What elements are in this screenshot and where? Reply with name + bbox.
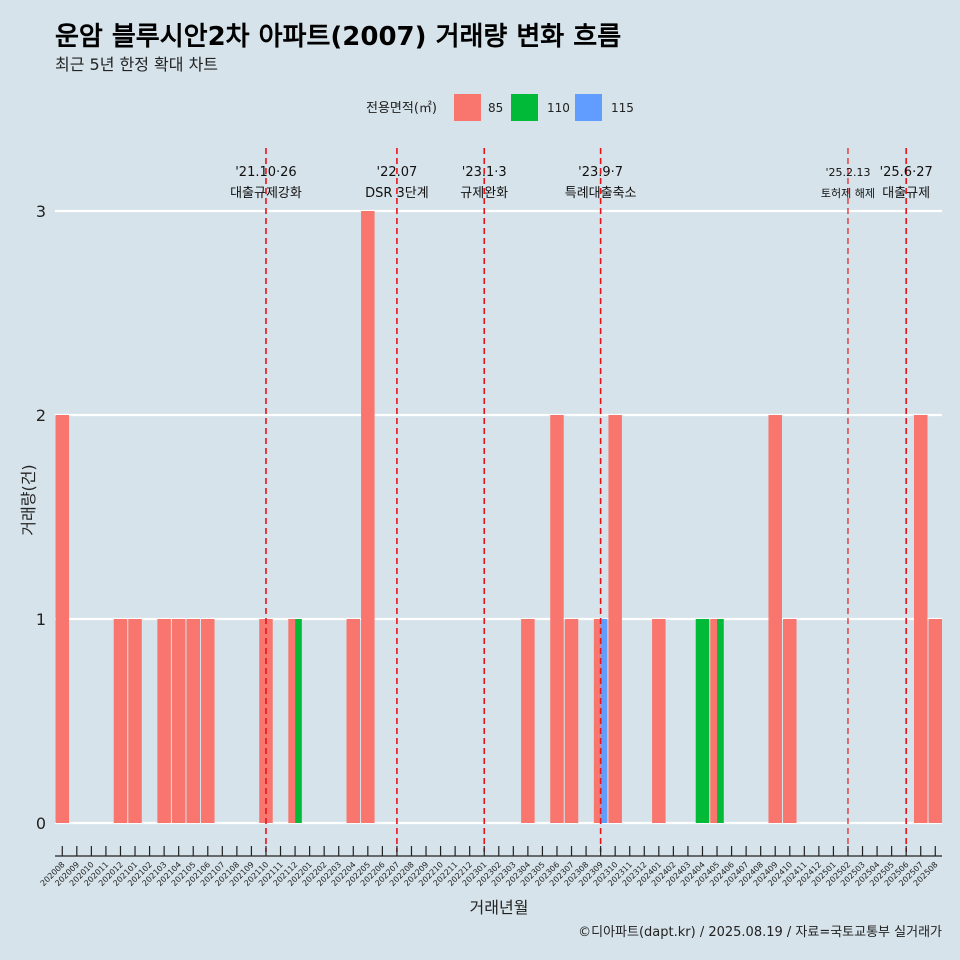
bar-85-202508 — [928, 619, 943, 823]
bar-85-202112 — [288, 619, 296, 823]
event-desc-label: 대출규제강화 — [230, 186, 302, 201]
bar-85-202101 — [128, 619, 142, 823]
bar-85-202507 — [913, 415, 928, 823]
x-axis: 2020082020092020102020112020122021012021… — [39, 846, 942, 888]
bar-85-202307 — [564, 619, 579, 823]
bar-85-202310 — [608, 415, 622, 823]
legend-title: 전용면적(㎡) — [366, 101, 437, 116]
event-desc-label: 대출규제 — [882, 186, 930, 201]
legend-label-110: 110 — [547, 101, 570, 115]
chart-title: 운암 블루시안2차 아파트(2007) 거래량 변화 흐름 — [55, 22, 621, 52]
event-date-label: '22.07 — [377, 165, 418, 180]
bar-85-202104 — [171, 619, 186, 823]
bar-85-202012 — [113, 619, 128, 823]
bar-85-202410 — [783, 619, 797, 823]
bar-85-202309 — [593, 619, 601, 823]
bar-85-202405 — [710, 619, 718, 823]
bar-110-202405 — [717, 619, 724, 823]
bar-115-202309 — [600, 619, 608, 823]
bar-85-202008 — [55, 415, 70, 823]
bar-110-202112 — [295, 619, 302, 823]
event-desc-label: 특례대출축소 — [565, 186, 637, 201]
bar-110-202404 — [695, 619, 710, 823]
event-desc-label: DSR 3단계 — [365, 186, 429, 201]
event-date-label: '23.1·3 — [462, 165, 507, 180]
event-date-label: '25.6·27 — [880, 165, 933, 180]
bars — [55, 211, 943, 823]
event-date-label: '23.9·7 — [578, 165, 623, 180]
y-axis-title: 거래량(건) — [19, 464, 38, 535]
bar-85-202204 — [346, 619, 361, 823]
event-date-label: '21.10·26 — [235, 165, 296, 180]
event-desc-label: 규제완화 — [460, 186, 508, 201]
legend-label-115: 115 — [611, 101, 634, 115]
legend: 전용면적(㎡) 85 110 115 — [366, 94, 634, 121]
bar-85-202105 — [186, 619, 200, 823]
bar-85-202103 — [157, 619, 171, 823]
event-date-label: '25.2.13 — [825, 166, 870, 179]
y-tick-label: 2 — [36, 406, 46, 425]
x-axis-title: 거래년월 — [470, 898, 529, 917]
chart-subtitle: 최근 5년 한정 확대 차트 — [55, 55, 218, 74]
legend-swatch-85 — [454, 94, 481, 121]
legend-swatch-110 — [511, 94, 538, 121]
chart-caption: ©디아파트(dapt.kr) / 2025.08.19 / 자료=국토교통부 실… — [578, 925, 942, 940]
y-tick-label: 1 — [36, 610, 46, 629]
bar-85-202106 — [201, 619, 215, 823]
y-tick-label: 0 — [36, 814, 46, 833]
y-axis: 0 1 2 3 — [36, 202, 46, 833]
bar-85-202304 — [521, 619, 535, 823]
event-desc-label: 토허제 해제 — [821, 186, 875, 200]
legend-label-85: 85 — [488, 101, 503, 115]
bar-85-202306 — [550, 415, 564, 823]
event-annotations: '21.10·26 대출규제강화 '22.07 DSR 3단계 '23.1·3 규제완화 '… — [230, 148, 933, 852]
legend-swatch-115 — [575, 94, 602, 121]
bar-85-202409 — [768, 415, 782, 823]
y-tick-label: 3 — [36, 202, 46, 221]
bar-85-202401 — [652, 619, 666, 823]
bar-85-202205 — [361, 211, 375, 823]
